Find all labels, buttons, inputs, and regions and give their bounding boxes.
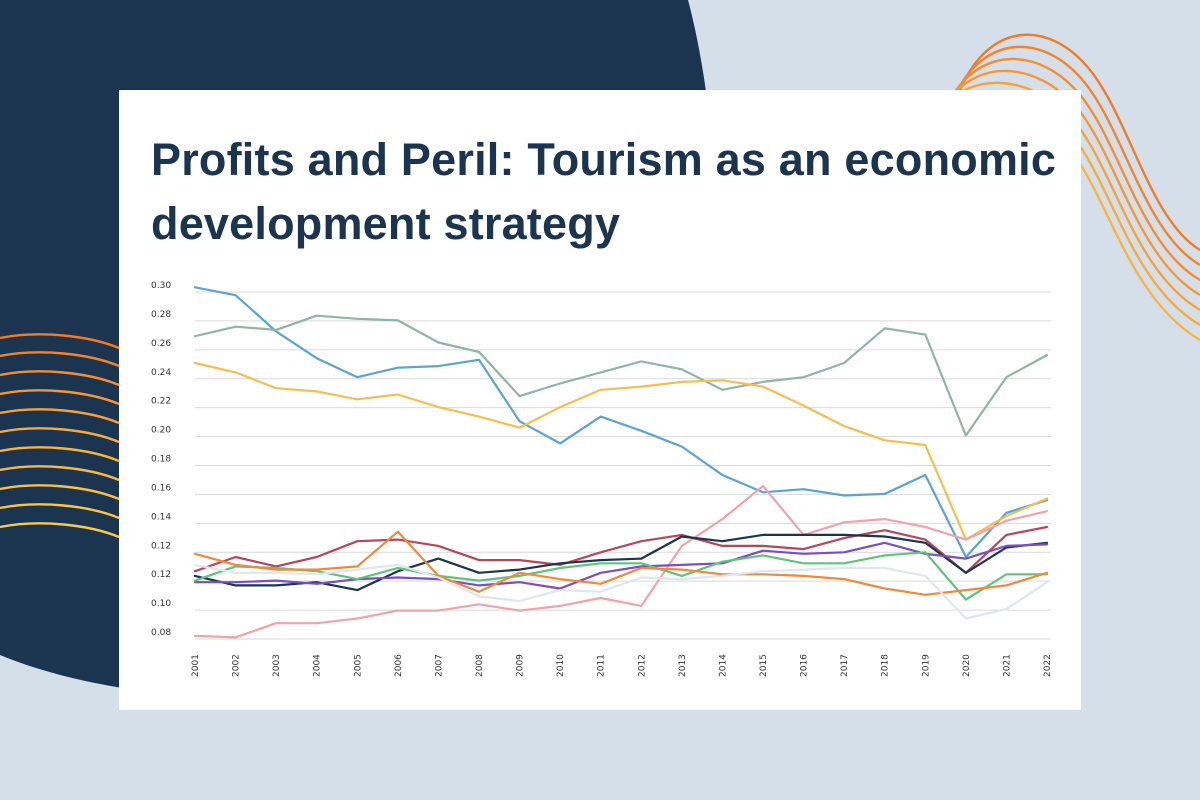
x-tick-label: 2018 — [881, 654, 891, 677]
series-line-3 — [193, 361, 1049, 541]
y-axis-ticks: 0.08 0.10 0.12 0.12 0.14 0.16 0.18 0.20 0.22 0.24… — [151, 281, 171, 638]
series-line-10 — [193, 563, 1049, 620]
series-lines — [193, 286, 1049, 639]
x-tick-label: 2020 — [962, 654, 972, 677]
series-line-4 — [193, 484, 1049, 639]
x-tick-label: 2010 — [556, 654, 566, 677]
x-tick-label: 2015 — [759, 654, 769, 677]
x-tick-label: 2002 — [232, 654, 242, 677]
x-tick-label: 2014 — [718, 654, 728, 677]
x-tick-label: 2005 — [353, 654, 363, 677]
page-title: Profits and Peril: Tourism as an economi… — [151, 134, 1057, 249]
x-tick-label: 2003 — [272, 654, 282, 677]
x-tick-label: 2009 — [516, 654, 526, 677]
y-tick-label: 0.26 — [151, 339, 171, 349]
y-tick-label: 0.28 — [151, 310, 171, 320]
x-tick-label: 2008 — [475, 654, 485, 677]
series-line-2 — [193, 314, 1049, 437]
y-tick-label: 0.10 — [151, 599, 171, 609]
y-tick-label: 0.30 — [151, 281, 171, 291]
x-tick-label: 2001 — [191, 654, 201, 677]
x-tick-label: 2007 — [434, 654, 444, 677]
y-tick-label: 0.12 — [151, 541, 171, 551]
x-tick-label: 2021 — [1002, 654, 1012, 677]
y-tick-label: 0.18 — [151, 455, 171, 465]
x-tick-label: 2022 — [1043, 654, 1053, 677]
x-tick-label: 2011 — [597, 654, 607, 677]
y-tick-label: 0.12 — [151, 570, 171, 580]
orange-wave-lines-left — [0, 333, 120, 539]
x-axis-ticks: 2001 2002 2003 2004 2005 2006 2007 2008 2009 2010… — [191, 654, 1053, 677]
y-tick-label: 0.22 — [151, 397, 171, 407]
series-line-6 — [193, 533, 1049, 592]
x-tick-label: 2004 — [313, 654, 323, 677]
line-chart: 0.08 0.10 0.12 0.12 0.14 0.16 0.18 0.20 0.22 0.24… — [151, 281, 1053, 677]
series-line-1 — [193, 286, 1049, 559]
y-tick-label: 0.08 — [151, 628, 171, 638]
y-tick-label: 0.16 — [151, 483, 171, 493]
y-tick-label: 0.24 — [151, 368, 171, 378]
chart-card: Profits and Peril: Tourism as an economi… — [119, 90, 1081, 710]
y-tick-label: 0.14 — [151, 512, 171, 522]
series-line-8 — [193, 551, 1049, 601]
series-line-7 — [193, 541, 1049, 590]
series-line-5 — [193, 525, 1049, 574]
gridlines — [195, 291, 1051, 640]
x-tick-label: 2017 — [840, 654, 850, 677]
y-tick-label: 0.20 — [151, 426, 171, 436]
x-tick-label: 2013 — [678, 654, 688, 677]
x-tick-label: 2012 — [637, 654, 647, 677]
x-tick-label: 2016 — [800, 654, 810, 677]
x-tick-label: 2006 — [394, 654, 404, 677]
series-line-9 — [193, 530, 1049, 596]
x-tick-label: 2019 — [921, 654, 931, 677]
